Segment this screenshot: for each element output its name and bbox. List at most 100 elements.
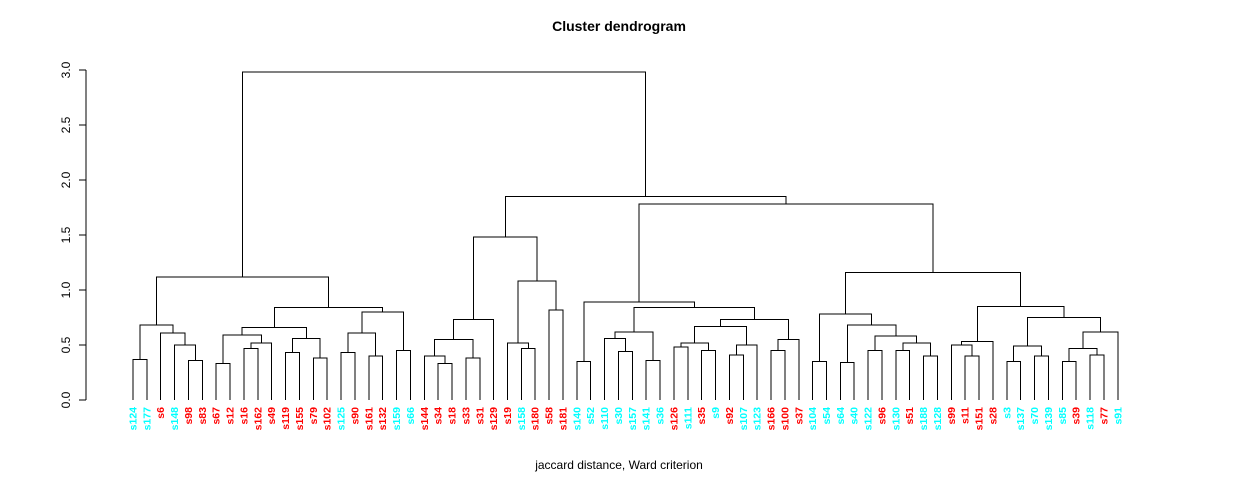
dendrogram-link: [902, 342, 931, 356]
leaf-label-s58: s58: [544, 407, 556, 425]
dendrogram-link: [1061, 361, 1077, 400]
leaf-label-s129: s129: [488, 407, 500, 431]
leaf-label-s51: s51: [904, 407, 916, 425]
leaf-label-s77: s77: [1098, 407, 1110, 425]
leaf-label-s119: s119: [280, 407, 292, 430]
leaf-label-s37: s37: [793, 407, 805, 425]
leaf-label-s34: s34: [433, 407, 445, 425]
leaf-label-s124: s124: [128, 407, 140, 431]
dendrogram-link: [548, 309, 564, 400]
leaf-label-s91: s91: [1112, 407, 1124, 425]
x-axis-caption: jaccard distance, Ward criterion: [535, 458, 703, 472]
dendrogram-link: [845, 271, 1022, 315]
dendrogram-link: [923, 355, 938, 400]
leaf-label-s140: s140: [571, 407, 583, 431]
dendrogram-link: [243, 347, 259, 400]
dendrogram-link: [423, 355, 446, 400]
leaf-label-s66: s66: [405, 407, 417, 425]
leaf-label-s35: s35: [696, 407, 708, 425]
dendrogram-link: [285, 352, 300, 400]
leaf-label-s159: s159: [391, 407, 403, 431]
dendrogram-link: [241, 71, 647, 277]
leaf-label-s40: s40: [849, 407, 861, 425]
dendrogram-link: [1082, 331, 1119, 400]
leaf-label-s125: s125: [336, 407, 348, 431]
dendrogram-link: [770, 350, 786, 400]
dendrogram-link: [473, 236, 538, 320]
leaf-label-s141: s141: [641, 407, 653, 431]
dendrogram-link: [839, 362, 855, 400]
leaf-label-s90: s90: [349, 407, 361, 425]
leaf-label-s102: s102: [322, 407, 334, 431]
leaf-label-s30: s30: [613, 407, 625, 425]
leaf-label-s122: s122: [863, 407, 875, 431]
dendrogram-link: [976, 306, 1065, 342]
dendrogram-link: [215, 363, 231, 400]
leaf-label-s28: s28: [987, 407, 999, 425]
leaf-label-s111: s111: [682, 407, 694, 429]
dendrogram-link: [777, 339, 800, 400]
leaf-label-s18: s18: [447, 407, 459, 425]
dendrogram-link: [465, 357, 481, 400]
dendrogram-link: [155, 276, 329, 326]
leaf-label-s110: s110: [599, 407, 611, 430]
dendrogram-link: [340, 352, 356, 400]
leaf-label-s19: s19: [502, 407, 514, 425]
dendrogram-link: [437, 363, 453, 400]
dendrogram-link: [517, 280, 557, 343]
dendrogram-link: [188, 359, 203, 400]
leaf-label-s155: s155: [294, 407, 306, 431]
dendrogram-link: [680, 342, 710, 351]
dendrogram-link: [396, 350, 411, 400]
dendrogram-link: [312, 357, 328, 400]
leaf-label-s104: s104: [807, 407, 819, 431]
dendrogram-link: [361, 311, 404, 351]
leaf-label-s16: s16: [238, 407, 250, 425]
leaf-label-s79: s79: [308, 407, 320, 425]
y-axis-tick-label: 3.0: [59, 61, 73, 78]
leaf-label-s139: s139: [1043, 407, 1055, 431]
leaf-label-s162: s162: [252, 407, 264, 431]
dendrogram-link: [504, 196, 787, 238]
dendrogram-link: [604, 337, 626, 400]
dendrogram-link: [735, 344, 758, 400]
leaf-label-s3: s3: [1001, 407, 1013, 419]
dendrogram-link: [638, 203, 934, 303]
dendrogram-link: [160, 332, 186, 400]
dendrogram-link: [673, 346, 689, 400]
leaf-label-s144: s144: [419, 407, 431, 431]
dendrogram-link: [618, 351, 633, 400]
dendrogram-link: [292, 337, 321, 359]
leaf-label-s177: s177: [141, 407, 153, 431]
leaf-label-s180: s180: [530, 407, 542, 431]
leaf-label-s12: s12: [225, 407, 237, 425]
dendrogram-link: [694, 325, 748, 345]
dendrogram-link: [1089, 354, 1105, 400]
dendrogram-link: [222, 334, 262, 364]
leaf-label-s96: s96: [876, 407, 888, 425]
leaf-label-s9: s9: [710, 407, 722, 419]
dendrogram-link: [241, 326, 307, 339]
leaf-label-s100: s100: [779, 407, 791, 431]
dendrogram-link: [728, 354, 744, 400]
leaf-label-s118: s118: [1085, 407, 1097, 430]
y-axis-tick-label: 0.5: [59, 336, 73, 353]
dendrogram-link: [874, 335, 918, 351]
leaf-label-s132: s132: [377, 407, 389, 431]
dendrogram-link: [645, 359, 661, 400]
leaf-label-s49: s49: [266, 407, 278, 425]
leaf-label-s99: s99: [946, 407, 958, 425]
leaf-label-s158: s158: [516, 407, 528, 431]
leaf-label-s70: s70: [1029, 407, 1041, 425]
dendrogram-link: [1034, 355, 1049, 400]
leaf-label-s151: s151: [974, 407, 986, 431]
leaf-label-s130: s130: [890, 407, 902, 431]
dendrogram-link: [520, 347, 536, 400]
leaf-label-s6: s6: [155, 407, 167, 419]
leaf-label-s33: s33: [460, 407, 472, 425]
dendrogram-link: [819, 313, 873, 362]
dendrogram-link: [846, 324, 897, 363]
leaf-label-s148: s148: [169, 407, 181, 431]
leaf-label-s54: s54: [821, 407, 833, 425]
